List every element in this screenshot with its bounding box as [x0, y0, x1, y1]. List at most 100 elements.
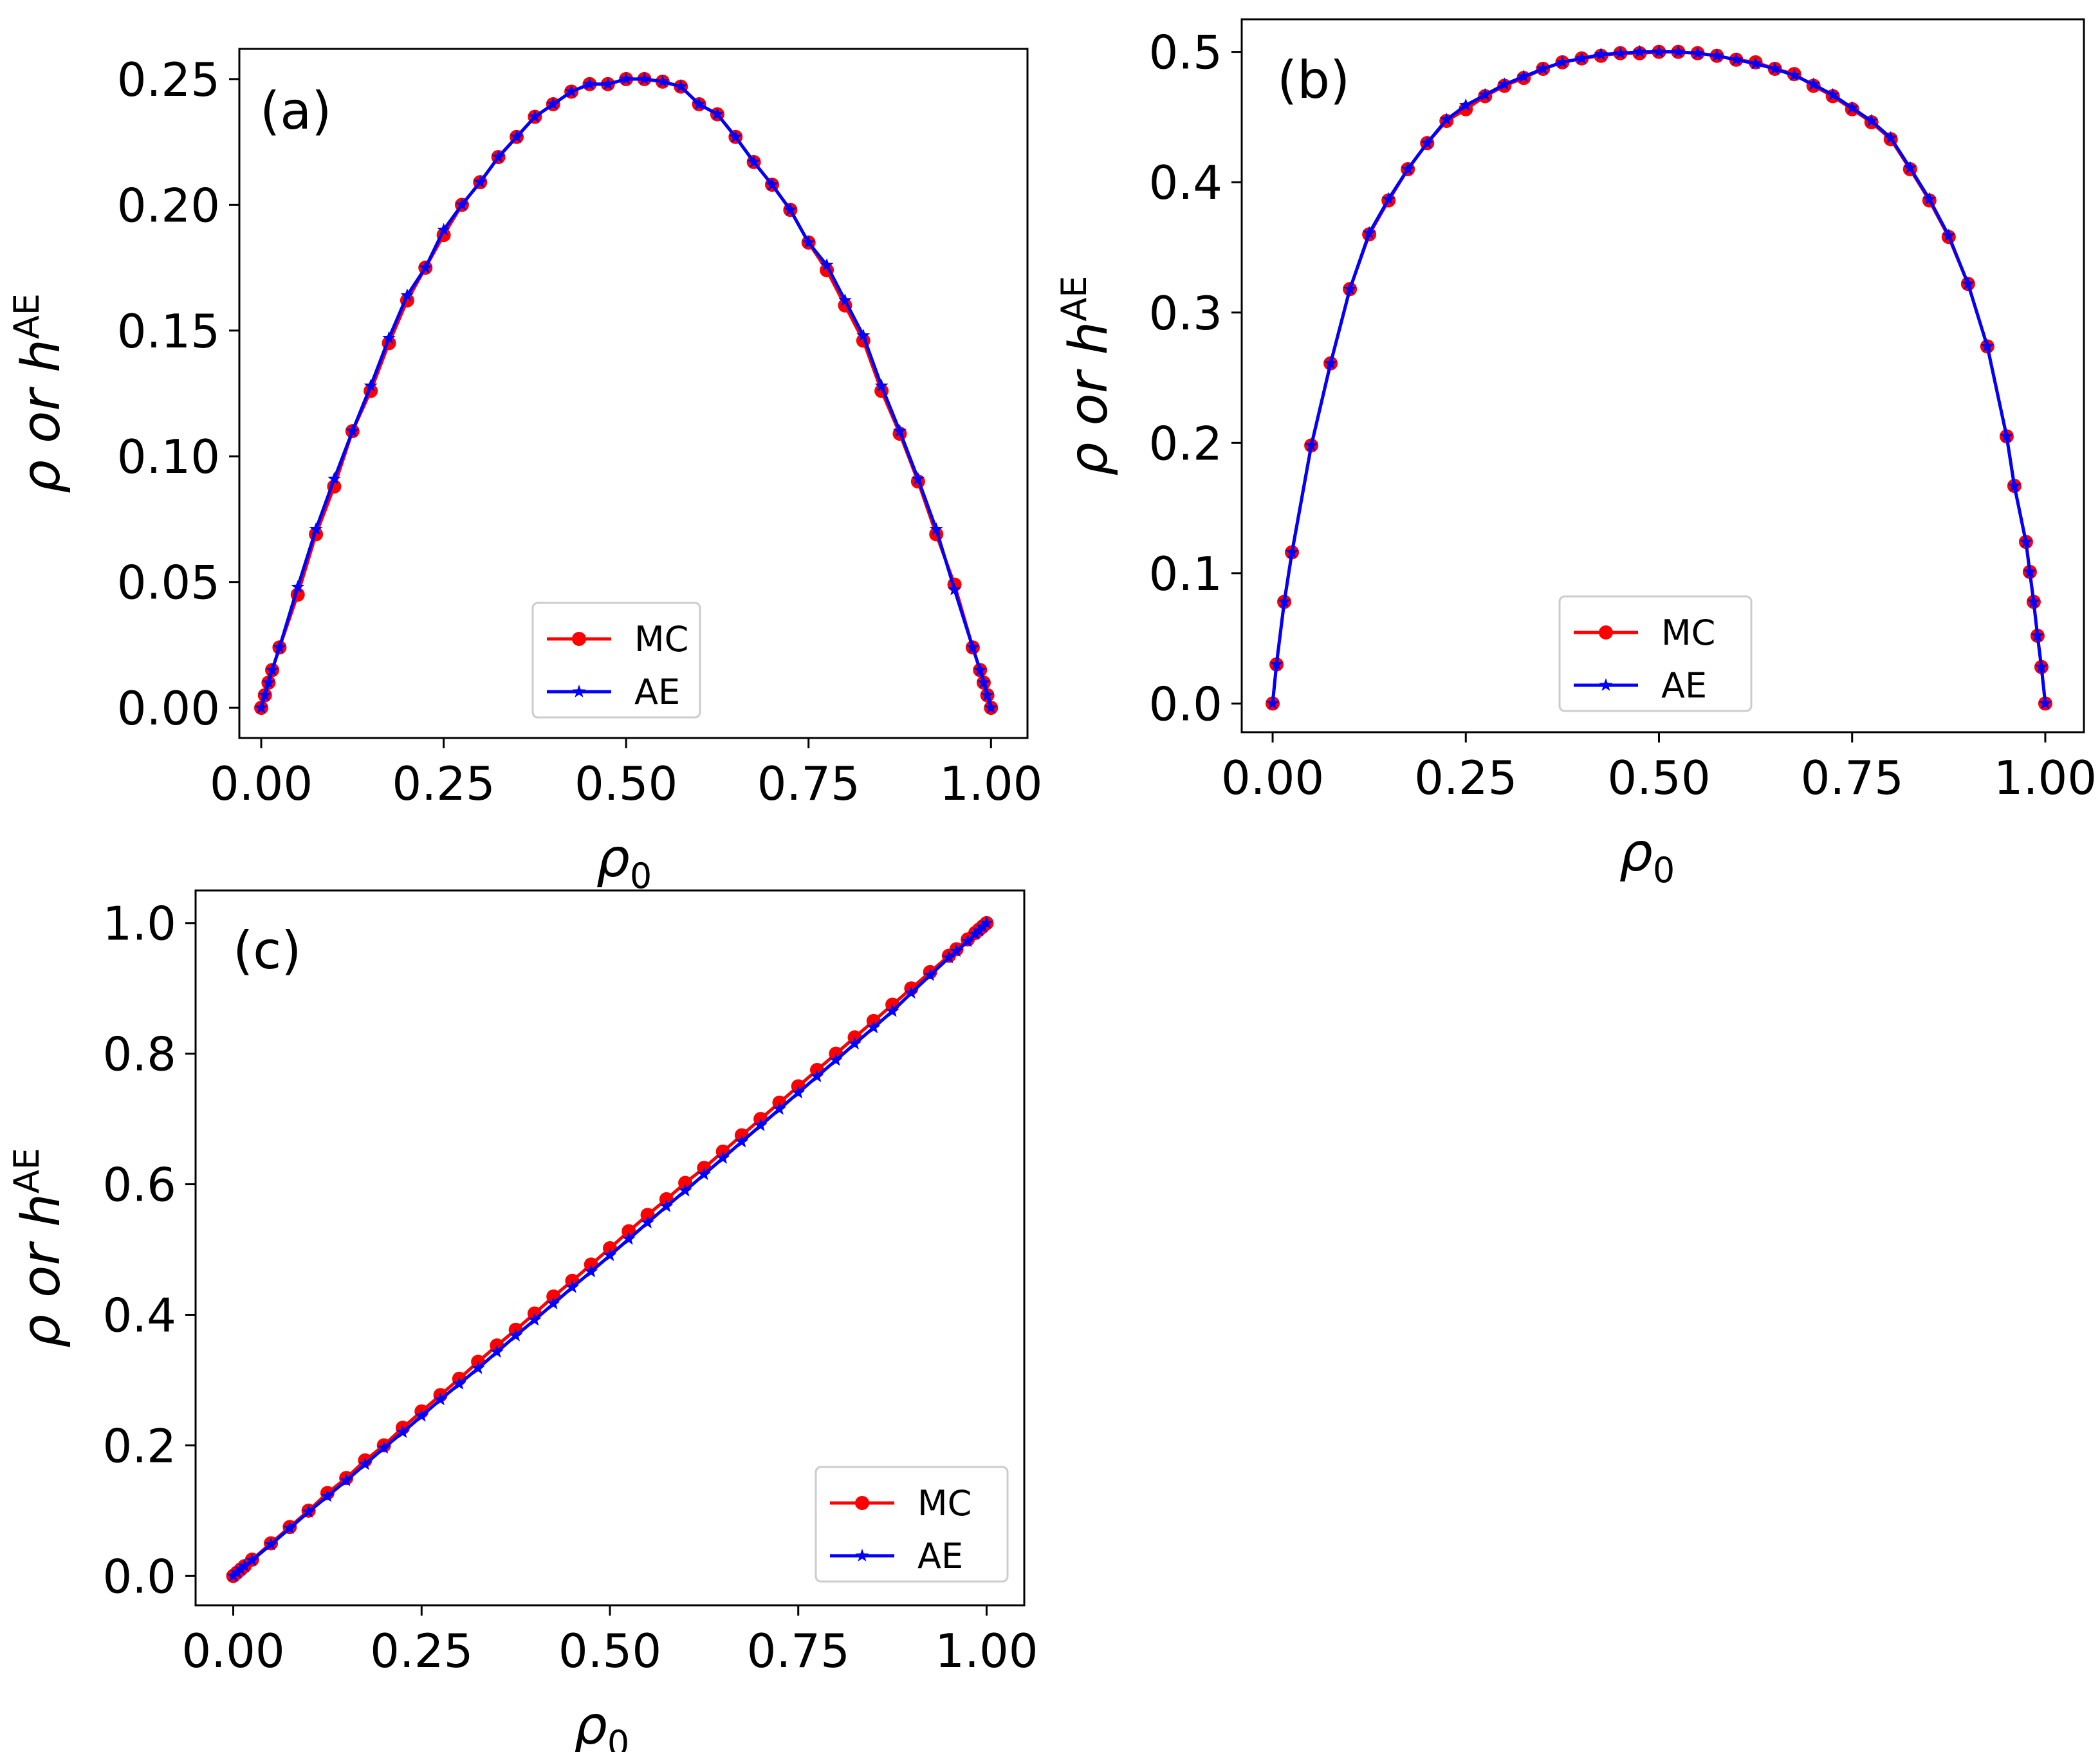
data-point — [1884, 131, 1898, 144]
data-point — [364, 378, 378, 392]
data-point — [492, 150, 506, 163]
y-tick-label: 0.15 — [117, 304, 220, 358]
data-point — [1304, 438, 1318, 452]
legend: MC AE — [1558, 595, 1753, 712]
y-tick-label: 0.4 — [102, 1288, 176, 1342]
data-point — [237, 1559, 252, 1572]
data-point — [234, 1562, 248, 1576]
data-point — [1845, 100, 1859, 114]
data-point — [1672, 44, 1685, 58]
data-point — [1269, 657, 1284, 670]
data-point — [2023, 564, 2037, 578]
axes-frame — [1240, 18, 2085, 733]
data-point — [981, 688, 995, 701]
data-point — [601, 77, 615, 90]
data-point — [735, 1134, 749, 1148]
legend-box — [531, 602, 701, 719]
data-point — [2007, 479, 2022, 492]
y-tick-label: 0.1 — [1148, 547, 1222, 601]
legend-box — [1558, 595, 1753, 712]
y-tick-label: 0.0 — [102, 1549, 176, 1603]
data-point — [893, 424, 907, 437]
panel-b: 0.00 0.25 0.50 0.75 1.00 0.0 0.1 0.2 0.3 0.4 0.5 ρ0… — [1054, 18, 2097, 890]
data-point — [264, 1537, 278, 1551]
data-point — [802, 235, 816, 248]
data-point — [1594, 47, 1608, 60]
series-ae — [1266, 44, 2052, 710]
data-point — [382, 331, 396, 344]
data-point — [2027, 595, 2041, 608]
data-point — [820, 258, 834, 272]
y-tick-label: 0.20 — [117, 178, 220, 232]
data-point — [2031, 629, 2045, 641]
data-point — [1729, 52, 1743, 66]
data-point — [452, 1377, 466, 1390]
legend-label: MC — [1661, 613, 1715, 653]
y-tick-label: 0.6 — [102, 1158, 176, 1212]
x-tick-label: 0.75 — [1801, 751, 1904, 805]
data-point — [546, 1296, 560, 1310]
x-tick-label: 0.75 — [757, 757, 860, 811]
data-point — [1749, 56, 1763, 69]
legend-marker — [855, 1496, 869, 1510]
data-point — [911, 472, 925, 485]
y-tick-label: 0.00 — [117, 681, 220, 735]
x-axis-label: ρ0 — [596, 828, 652, 896]
y-tick-label: 0.5 — [1148, 26, 1222, 80]
data-point — [1787, 68, 1801, 81]
data-point — [829, 1053, 843, 1066]
data-point — [1343, 282, 1357, 295]
data-point — [867, 1020, 881, 1033]
legend-label: AE — [634, 672, 680, 712]
x-axis-label: ρ0 — [574, 1695, 629, 1752]
panel-c: 0.00 0.25 0.50 0.75 1.00 0.0 0.2 0.4 0.6 0.8 1.0 ρ0… — [6, 889, 1038, 1752]
data-point — [1922, 192, 1937, 205]
data-point — [400, 288, 414, 301]
data-point — [490, 1345, 504, 1358]
y-axis-label-main: ρ or h — [11, 339, 72, 493]
data-point — [1768, 62, 1782, 75]
data-point — [984, 701, 998, 714]
y-axis-label-main: ρ or h — [11, 1194, 72, 1348]
x-axis-label-subscript: 0 — [1653, 850, 1675, 890]
data-point — [1633, 44, 1646, 58]
data-point — [966, 640, 980, 654]
data-point — [327, 472, 341, 485]
y-tick-label: 1.0 — [102, 897, 176, 951]
data-point — [603, 1248, 617, 1262]
x-tick-label: 1.00 — [1994, 751, 2097, 805]
x-tick-label: 1.00 — [935, 1624, 1038, 1678]
data-point — [1266, 696, 1280, 710]
legend-label: MC — [634, 619, 688, 659]
axes-frame — [238, 48, 1029, 739]
data-point — [265, 663, 279, 676]
data-point — [728, 129, 742, 143]
data-point — [302, 1504, 316, 1518]
data-point — [716, 1151, 730, 1164]
data-point — [1961, 277, 1975, 290]
data-point — [659, 1199, 674, 1212]
data-point — [765, 178, 779, 190]
y-axis-label-superscript: AE — [6, 1148, 47, 1194]
data-point — [566, 1280, 579, 1293]
data-point — [929, 522, 943, 535]
data-point — [1826, 88, 1840, 101]
data-point — [1555, 55, 1569, 68]
y-tick-label: 0.8 — [102, 1028, 176, 1082]
series-ae — [254, 71, 998, 714]
x-tick-label: 0.50 — [575, 757, 677, 811]
x-tick-label: 0.25 — [370, 1624, 473, 1678]
data-point — [414, 1408, 428, 1422]
data-point — [1459, 98, 1473, 111]
data-point — [856, 328, 870, 342]
data-point — [320, 1489, 335, 1502]
x-tick-label: 0.00 — [210, 757, 313, 811]
data-point — [546, 97, 560, 110]
data-point — [678, 1183, 692, 1197]
data-point — [838, 293, 852, 306]
data-point — [972, 923, 986, 937]
data-point — [509, 1329, 523, 1342]
legend-marker — [572, 632, 586, 646]
data-point — [753, 1118, 768, 1132]
legend-marker — [855, 1549, 869, 1562]
